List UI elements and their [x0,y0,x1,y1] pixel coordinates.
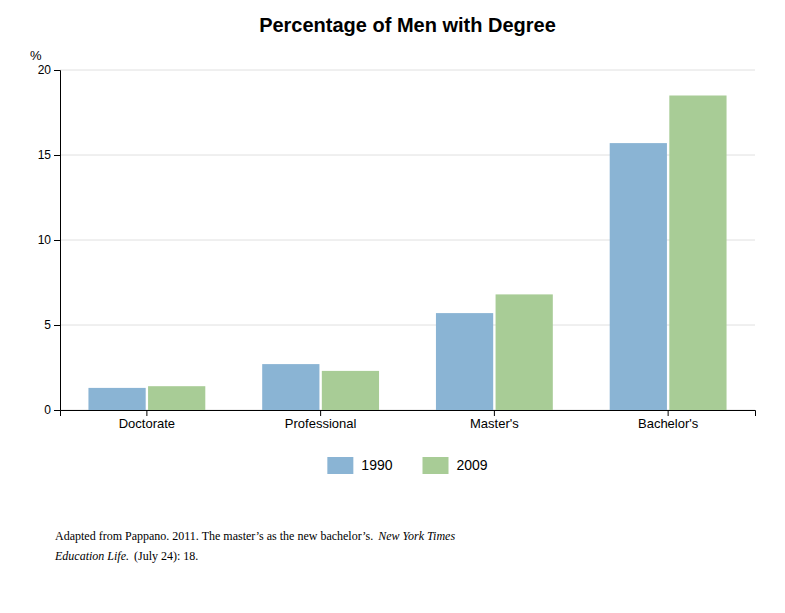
tick-label: Master's [470,416,519,431]
tick-label: 0 [44,403,51,417]
tick-label: Professional [285,416,357,431]
y-axis: 0 5 10 15 20 [38,63,61,417]
grid-line [60,70,755,71]
tick-mark [54,325,60,326]
caption-text: Adapted from Pappano. 2011. The master’s… [55,529,373,543]
axis-line [61,411,756,417]
tick-label: 20 [38,63,52,77]
tick-label: 15 [38,148,52,162]
axis-line [54,71,61,411]
caption-text: Education Life. [54,549,129,563]
tick-mark [668,410,669,416]
title: Percentage of Men with Degree [259,14,556,36]
legend-swatch [327,457,353,474]
tick: Bachelor's [638,410,699,431]
bar [148,386,205,410]
tick-mark [494,410,495,416]
tick: Master's [470,410,519,431]
tick-mark [146,410,147,416]
bar [496,294,553,410]
tick: 15 [38,148,60,162]
tick-label: Doctorate [119,416,175,431]
y-axis-label: % [30,48,42,63]
legend-label: 1990 [361,457,392,473]
legend-item: 2009 [423,457,488,474]
tick-label: Bachelor's [638,416,699,431]
chart: Percentage of Men with Degree 0 5 10 15 20 Doc… [0,0,785,613]
tick: 10 [38,233,60,247]
tick: 5 [44,318,60,332]
caption-text: (July 24): 18. [134,549,198,563]
bar [262,364,319,410]
legend-swatch [423,457,449,474]
bars [88,96,726,411]
bar-series [148,96,726,411]
tick: Professional [285,410,357,431]
tick-mark [54,240,60,241]
tick-mark [54,70,60,71]
tick-mark [54,155,60,156]
tick: 20 [38,63,60,77]
tick: Doctorate [119,410,175,431]
tick-label: 5 [44,318,51,332]
bar [322,371,379,410]
bar [88,388,145,410]
caption-line: Adapted from Pappano. 2011. The master’s… [55,529,455,543]
legend-item: 1990 [327,457,392,474]
bar [610,143,667,410]
bar-series [88,143,666,410]
legend-label: 2009 [457,457,488,473]
tick: 0 [44,403,60,417]
tick-label: 10 [38,233,52,247]
tick-mark [54,410,60,411]
tick-mark [320,410,321,416]
bar [436,313,493,410]
caption-line: Education Life. (July 24): 18. [54,549,198,563]
grid [60,70,755,410]
legend: 1990 2009 [327,457,488,474]
caption: Adapted from Pappano. 2011. The master’s… [54,529,455,563]
x-axis: Doctorate Professional Master's Bachelor's [61,410,756,431]
bar [669,96,726,411]
caption-text: New York Times [377,529,455,543]
